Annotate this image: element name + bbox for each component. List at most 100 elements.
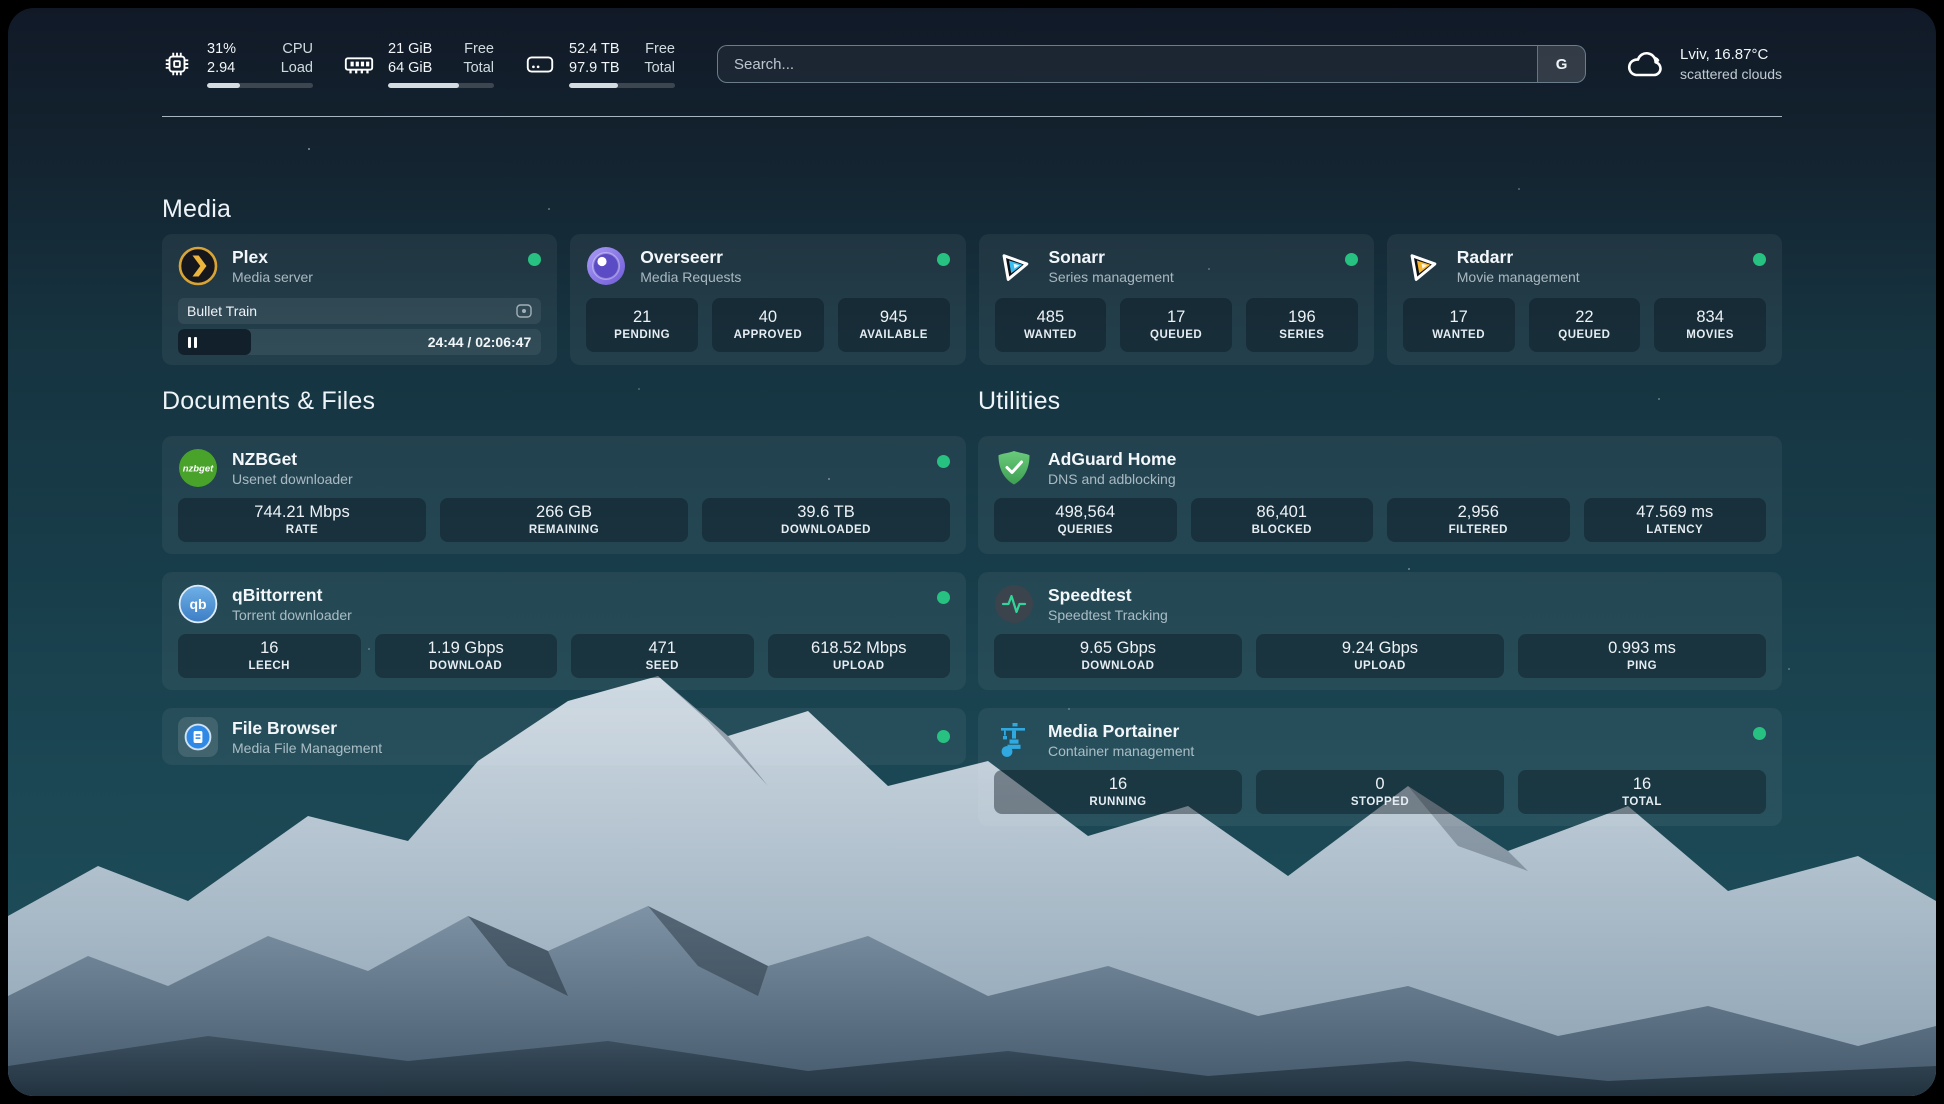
stat-rate: 744.21 Mbps RATE bbox=[178, 498, 426, 542]
status-online-dot bbox=[937, 730, 950, 743]
status-online-dot bbox=[1344, 253, 1358, 266]
service-subtitle: Torrent downloader bbox=[232, 607, 352, 623]
disk-progress-fill bbox=[569, 83, 618, 88]
stat-approved: 40 APPROVED bbox=[712, 298, 824, 352]
stat-available: 945 AVAILABLE bbox=[837, 298, 950, 352]
disk-progress-bar bbox=[569, 83, 675, 88]
card-media-portainer[interactable]: Media Portainer Container management 16 R… bbox=[978, 708, 1782, 826]
stat-pending: 21 PENDING bbox=[586, 298, 698, 352]
card-overseerr[interactable]: Overseerr Media Requests 21 PENDING 40 APP… bbox=[570, 234, 966, 365]
card-sonarr[interactable]: Sonarr Series management 485 WANTED 17 QUE… bbox=[978, 234, 1374, 365]
header-divider bbox=[162, 116, 1782, 117]
stat-wanted: 485 WANTED bbox=[994, 298, 1107, 352]
section-title-documents: Documents & Files bbox=[162, 387, 376, 415]
section-title-utilities: Utilities bbox=[978, 387, 1061, 415]
svg-text:qb: qb bbox=[189, 596, 206, 612]
card-plex[interactable]: Plex Media server Bullet Train bbox=[162, 234, 558, 365]
media-card-grid: Plex Media server Bullet Train bbox=[162, 234, 1782, 365]
status-online-dot bbox=[937, 455, 950, 468]
cast-icon[interactable] bbox=[516, 304, 532, 318]
disk-total-label: Total bbox=[644, 60, 675, 76]
service-subtitle: DNS and adblocking bbox=[1048, 471, 1176, 487]
memory-stat: 21 GiB 64 GiB Free Total bbox=[343, 40, 494, 88]
service-subtitle: Usenet downloader bbox=[232, 471, 353, 487]
service-name: File Browser bbox=[232, 717, 338, 738]
service-subtitle: Media Requests bbox=[640, 269, 742, 285]
cpu-load-value: 2.94 bbox=[207, 60, 236, 76]
stat-filtered: 2,956 FILTERED bbox=[1387, 498, 1570, 542]
memory-free-value: 21 GiB bbox=[388, 41, 433, 57]
stat-upload: 618.52 Mbps UPLOAD bbox=[767, 634, 950, 678]
disk-free-value: 52.4 TB bbox=[569, 41, 620, 57]
search-input[interactable] bbox=[718, 46, 1538, 82]
disk-total-value: 97.9 TB bbox=[569, 60, 620, 76]
playback-progress-fill[interactable] bbox=[178, 329, 251, 355]
service-name: Plex bbox=[232, 247, 268, 267]
service-name: Media Portainer bbox=[1048, 721, 1180, 741]
card-nzbget[interactable]: nzbget NZBGet Usenet downloader 744.21 M… bbox=[162, 436, 966, 554]
card-file-browser[interactable]: File Browser Media File Management bbox=[162, 708, 966, 765]
service-subtitle: Speedtest Tracking bbox=[1048, 607, 1168, 623]
cpu-progress-bar bbox=[207, 83, 313, 88]
radarr-icon bbox=[1403, 246, 1443, 286]
stat-remaining: 266 GB REMAINING bbox=[440, 498, 688, 542]
stat-total: 16 TOTAL bbox=[1518, 770, 1766, 814]
memory-total-label: Total bbox=[463, 60, 494, 76]
card-speedtest[interactable]: Speedtest Speedtest Tracking 9.65 Gbps DO… bbox=[978, 572, 1782, 690]
card-radarr[interactable]: Radarr Movie management 17 WANTED 22 QUEUE… bbox=[1386, 234, 1782, 365]
stat-latency: 47.569 ms LATENCY bbox=[1583, 498, 1766, 542]
cpu-progress-fill bbox=[207, 83, 240, 88]
top-bar: 31% 2.94 CPU Load bbox=[162, 34, 1782, 94]
stat-queued: 22 QUEUED bbox=[1528, 298, 1641, 352]
stat-running: 16 RUNNING bbox=[994, 770, 1242, 814]
overseerr-icon bbox=[586, 246, 626, 286]
ram-icon bbox=[343, 49, 377, 79]
cpu-icon bbox=[162, 49, 196, 79]
plex-icon bbox=[178, 246, 218, 286]
stat-leech: 16 LEECH bbox=[178, 634, 361, 678]
qbittorrent-icon: qb bbox=[178, 584, 218, 624]
service-subtitle: Series management bbox=[1048, 269, 1174, 285]
service-name: qBittorrent bbox=[232, 585, 323, 605]
search-box: G bbox=[717, 45, 1587, 83]
cloud-icon bbox=[1624, 46, 1668, 82]
stat-download: 9.65 Gbps DOWNLOAD bbox=[994, 634, 1242, 678]
svg-text:nzbget: nzbget bbox=[183, 464, 214, 475]
stat-queries: 498,564 QUERIES bbox=[994, 498, 1177, 542]
portainer-icon bbox=[994, 720, 1034, 760]
section-media: Media Plex Media server bbox=[162, 195, 1782, 365]
section-title-media: Media bbox=[162, 195, 232, 223]
stat-downloaded: 39.6 TB DOWNLOADED bbox=[702, 498, 950, 542]
section-utilities: Utilities AdGuard Home DNS and adblock bbox=[978, 387, 1782, 844]
mountain-background bbox=[8, 676, 1936, 1096]
pause-icon[interactable] bbox=[188, 336, 197, 348]
stat-wanted: 17 WANTED bbox=[1402, 298, 1515, 352]
nzbget-icon: nzbget bbox=[178, 448, 218, 488]
cpu-usage-label: CPU bbox=[282, 41, 313, 57]
cpu-usage-value: 31% bbox=[207, 41, 237, 57]
service-subtitle: Media File Management bbox=[232, 739, 383, 756]
service-subtitle: Container management bbox=[1048, 743, 1195, 759]
status-online-dot bbox=[1753, 253, 1766, 266]
stat-upload: 9.24 Gbps UPLOAD bbox=[1256, 634, 1504, 678]
playback-progress-row: 24:44 / 02:06:47 bbox=[178, 329, 542, 355]
search-provider-button[interactable]: G bbox=[1537, 46, 1586, 82]
service-subtitle: Media server bbox=[232, 269, 313, 285]
now-playing-row: Bullet Train bbox=[178, 298, 542, 324]
service-name: Speedtest bbox=[1048, 585, 1132, 605]
stat-queued: 17 QUEUED bbox=[1120, 298, 1232, 352]
memory-progress-fill bbox=[388, 83, 460, 88]
status-online-dot bbox=[936, 253, 950, 266]
memory-total-value: 64 GiB bbox=[388, 60, 433, 76]
weather-location-temp: Lviv, 16.87°C bbox=[1680, 45, 1769, 63]
cpu-stat: 31% 2.94 CPU Load bbox=[162, 40, 313, 88]
stat-ping: 0.993 ms PING bbox=[1518, 634, 1766, 678]
service-name: AdGuard Home bbox=[1048, 449, 1177, 469]
dashboard-screen: 31% 2.94 CPU Load bbox=[8, 8, 1936, 1096]
stat-movies: 834 MOVIES bbox=[1654, 298, 1766, 352]
card-qbittorrent[interactable]: qb qBittorrent Torrent downloader 16 LEEC… bbox=[162, 572, 966, 690]
service-name: Radarr bbox=[1456, 247, 1514, 267]
card-adguard-home[interactable]: AdGuard Home DNS and adblocking 498,564 Q… bbox=[978, 436, 1782, 554]
service-subtitle: Movie management bbox=[1456, 269, 1580, 285]
